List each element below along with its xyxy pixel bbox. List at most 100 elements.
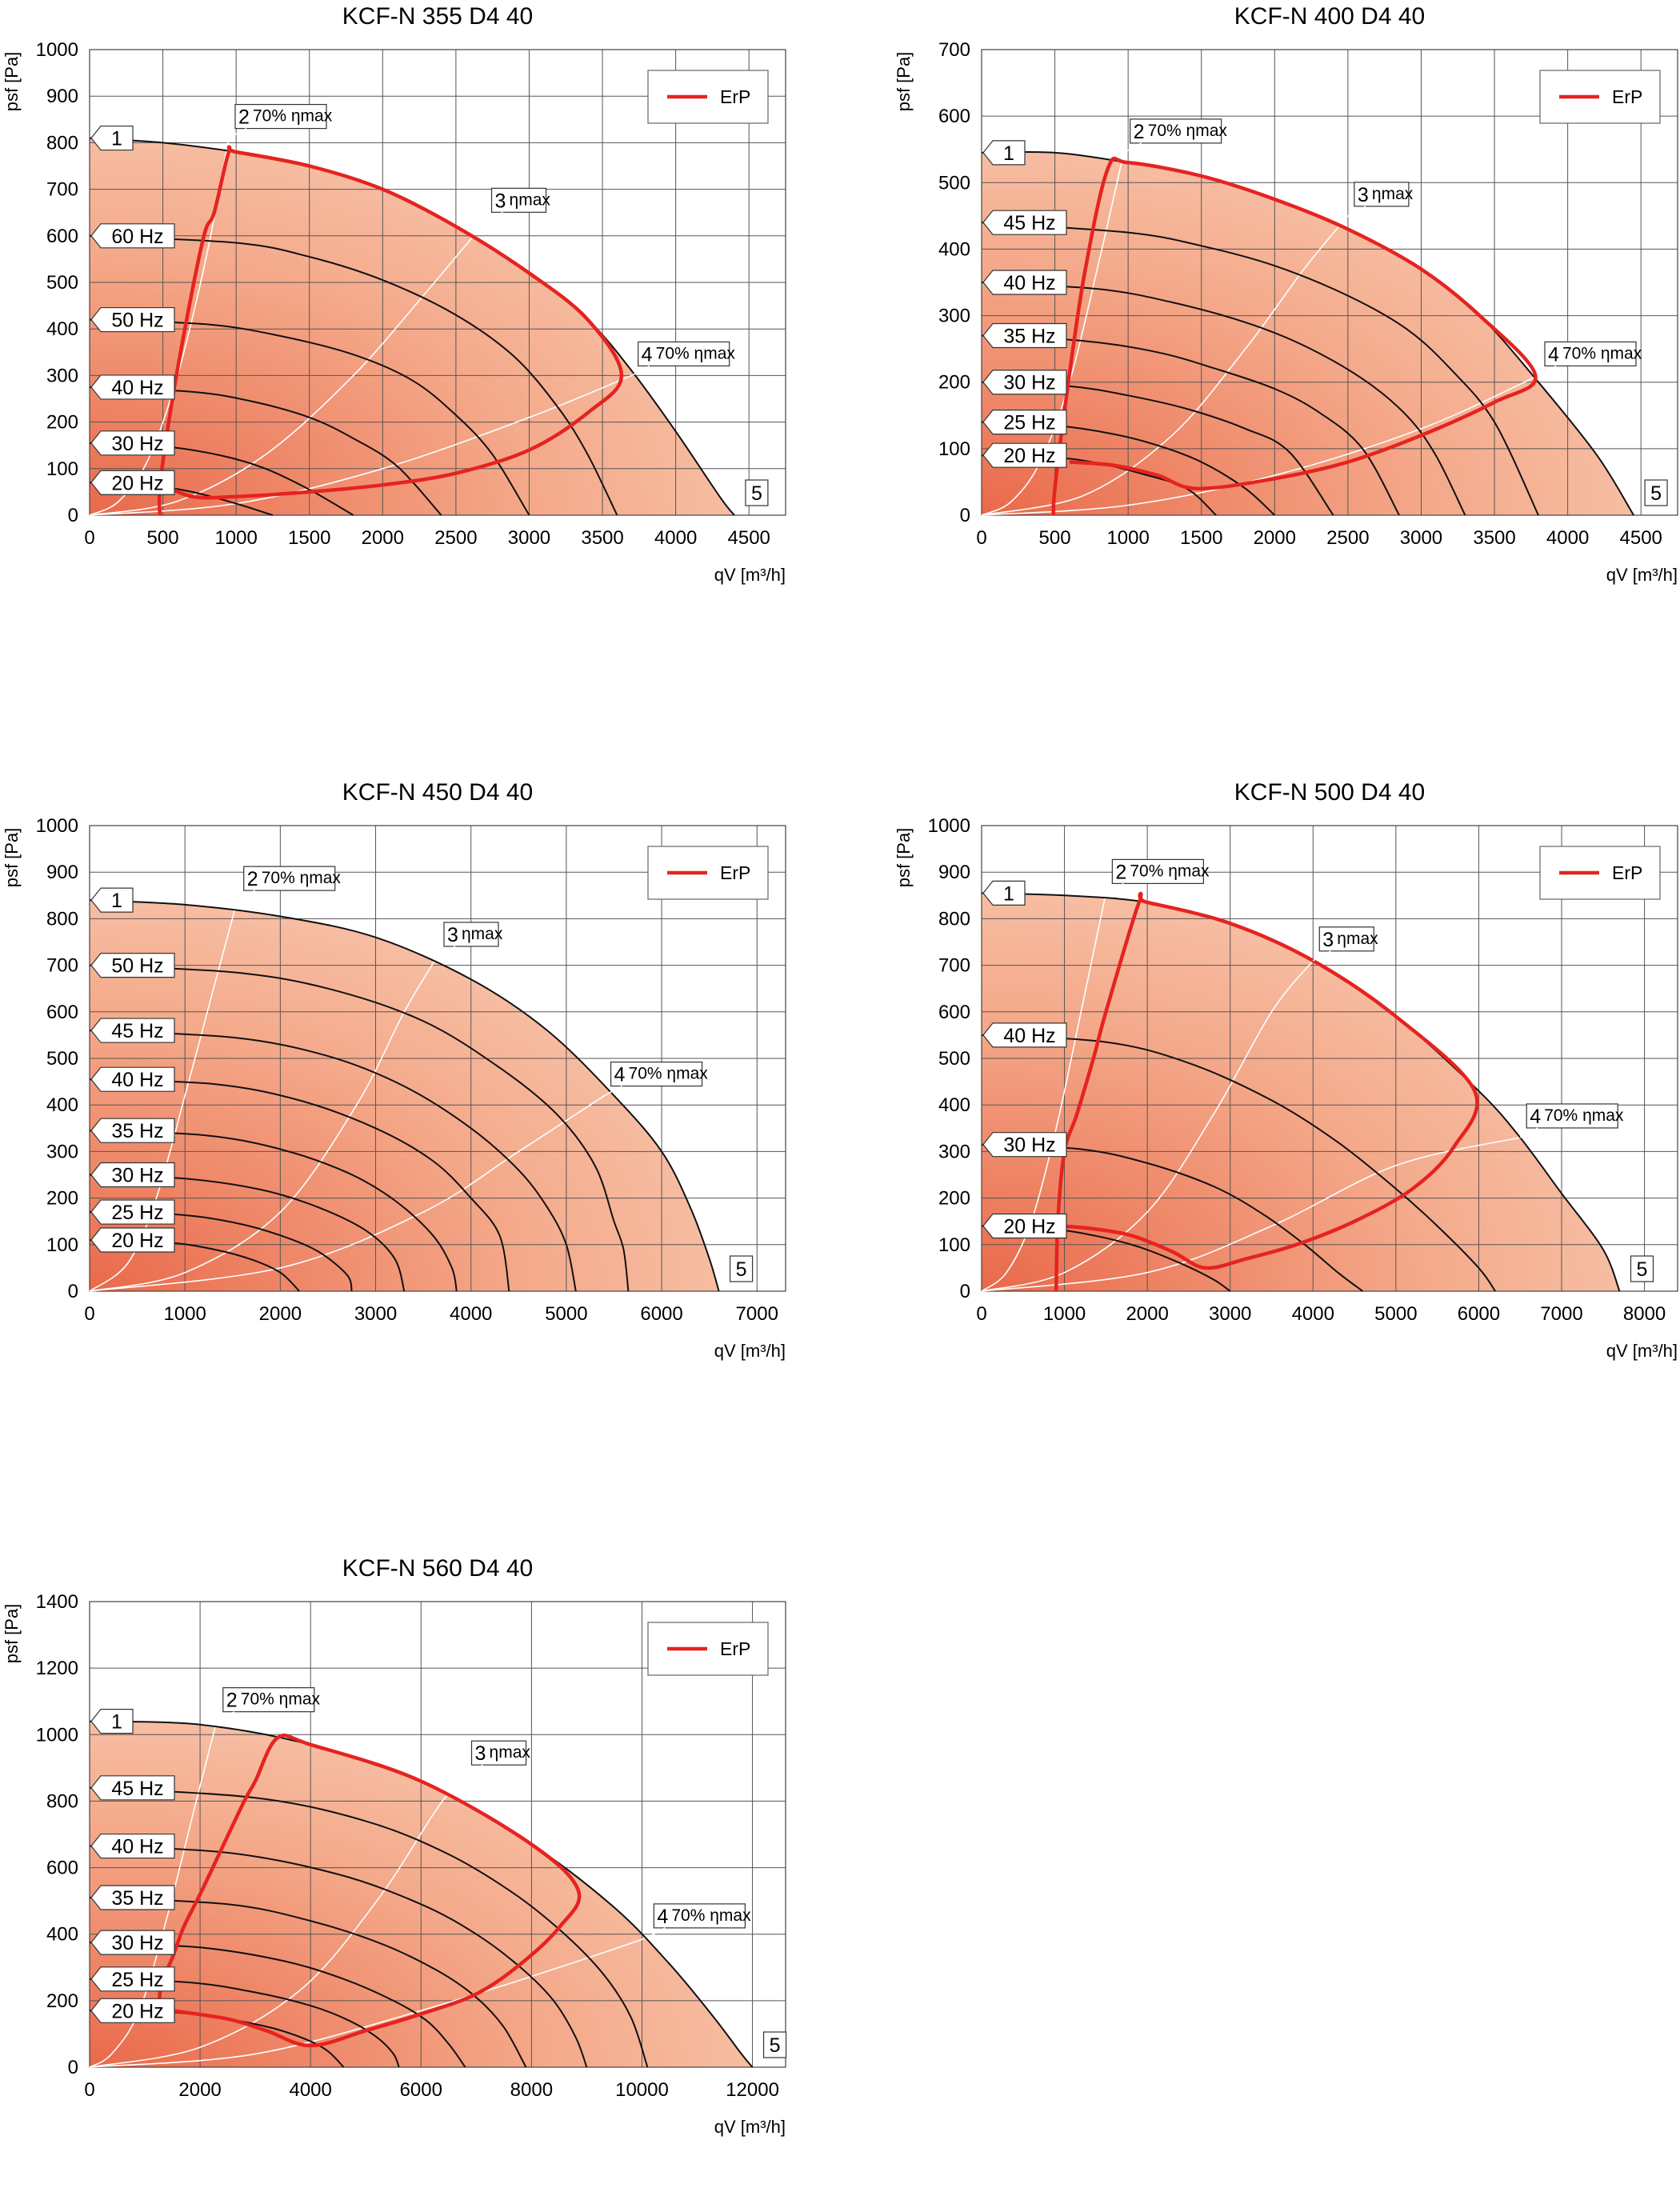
flag-50-hz: 50 Hz — [90, 953, 175, 978]
flag-label: 20 Hz — [111, 472, 163, 494]
chart-svg-355: KCF-N 355 D4 400 500 1000 1500 2000 2500 3000 3… — [2, 3, 786, 585]
x-axis-label: qV [m³/h] — [1606, 565, 1678, 585]
flag-45-hz: 45 Hz — [90, 1775, 175, 1801]
tag-number: 5 — [1650, 482, 1662, 505]
flag-25-hz: 25 Hz — [982, 410, 1067, 435]
curve-35-hz — [89, 1130, 458, 1292]
flag-label: 40 Hz — [111, 1069, 163, 1091]
flag-shape — [90, 1199, 175, 1225]
tag-text: 70% ηmax — [1130, 862, 1210, 880]
curve-25-hz — [89, 1978, 400, 2068]
curve-30-hz — [89, 1942, 466, 2068]
x-tick-label: 500 — [147, 527, 179, 549]
point-flag-1: 1 — [982, 880, 1026, 906]
y-tick-label: 100 — [938, 1234, 970, 1256]
system-line-3 — [981, 215, 1349, 516]
x-tick-label: 1000 — [1043, 1303, 1086, 1325]
tag-text: 70% ηmax — [656, 344, 736, 362]
flag-label: 50 Hz — [111, 955, 163, 978]
tag-box — [745, 479, 769, 506]
tag-number: 2 — [247, 868, 258, 890]
tag-leader — [1312, 950, 1331, 962]
y-tick-label: 400 — [938, 238, 970, 260]
flag-shape — [90, 1930, 175, 1955]
tag-number: 2 — [1134, 121, 1145, 143]
chart-title: KCF-N 400 D4 40 — [1234, 3, 1425, 30]
point-flag-1: 1 — [982, 140, 1026, 166]
flag-25-hz: 25 Hz — [90, 1199, 175, 1225]
tag-leader — [1347, 206, 1366, 217]
operating-area — [982, 893, 1620, 1291]
flag-shape — [90, 953, 175, 978]
flag-20-hz: 20 Hz — [982, 442, 1067, 468]
x-tick-label: 6000 — [640, 1303, 682, 1325]
flag-label: 1 — [111, 128, 122, 150]
tag-leader — [237, 890, 256, 901]
tag-text: ηmax — [462, 925, 503, 943]
x-tick-label: 5000 — [1374, 1303, 1417, 1325]
flag-shape — [90, 470, 175, 495]
flag-30-hz: 30 Hz — [90, 430, 175, 456]
y-tick-label: 200 — [938, 372, 970, 394]
x-tick-label: 2500 — [1326, 527, 1369, 549]
y-tick-label: 500 — [46, 272, 78, 294]
x-tick-label: 2000 — [1126, 1303, 1168, 1325]
tag-text: 70% ηmax — [671, 1906, 751, 1925]
x-tick-label: 12000 — [726, 2079, 779, 2101]
chart-svg-400: KCF-N 400 D4 400 500 1000 1500 2000 2500 3000 3… — [894, 3, 1678, 585]
tag-box — [1644, 479, 1668, 506]
curve-40-hz — [981, 282, 1466, 516]
flag-label: 1 — [111, 890, 122, 912]
point-tag-2: 2 70% ηmax — [216, 1687, 321, 1722]
x-tick-label: 7000 — [1540, 1303, 1582, 1325]
curve-45-hz — [89, 1030, 577, 1292]
plot-frame — [89, 49, 786, 516]
flag-20-hz: 20 Hz — [90, 1227, 175, 1253]
legend-label-erp: ErP — [1612, 862, 1642, 883]
flag-shape — [982, 140, 1026, 166]
y-axis-label: psf [Pa] — [894, 52, 914, 112]
tag-number: 5 — [770, 2034, 781, 2057]
flag-25-hz: 25 Hz — [90, 1966, 175, 1992]
curve-45-hz — [89, 1786, 649, 2068]
flag-shape — [982, 322, 1067, 349]
tag-text: ηmax — [510, 190, 551, 209]
tag-box — [443, 922, 499, 947]
curve-40-hz — [981, 1034, 1496, 1292]
flag-30-hz: 30 Hz — [90, 1162, 175, 1188]
x-tick-label: 8000 — [1623, 1303, 1666, 1325]
system-line-3 — [981, 960, 1314, 1292]
plot-frame — [89, 825, 786, 1292]
flag-35-hz: 35 Hz — [90, 1118, 175, 1143]
system-line-4 — [981, 1137, 1521, 1292]
y-tick-label: 200 — [938, 1188, 970, 1210]
point-flag-1: 1 — [90, 125, 134, 151]
flag-shape — [90, 1018, 175, 1043]
x-tick-label: 0 — [84, 2079, 94, 2101]
curve-35-hz — [89, 1897, 527, 2068]
x-tick-label: 500 — [1039, 527, 1071, 549]
tag-box — [1526, 1103, 1618, 1129]
y-tick-label: 0 — [68, 2057, 78, 2078]
flag-20-hz: 20 Hz — [982, 1213, 1067, 1239]
curve-40-hz — [89, 386, 442, 516]
flag-40-hz: 40 Hz — [90, 1066, 175, 1092]
x-tick-label: 4000 — [654, 527, 697, 549]
operating-area — [982, 151, 1634, 515]
y-tick-label: 0 — [960, 505, 970, 526]
point-tag-2: 2 70% ηmax — [1105, 858, 1210, 894]
legend-label-erp: ErP — [720, 86, 750, 107]
tag-leader — [1105, 882, 1124, 894]
flag-label: 40 Hz — [1003, 1025, 1055, 1047]
system-line-4 — [89, 1937, 648, 2068]
x-tick-label: 6000 — [1458, 1303, 1500, 1325]
legend-label-erp: ErP — [720, 1638, 750, 1659]
tag-number: 5 — [736, 1258, 747, 1281]
flag-label: 20 Hz — [111, 1230, 163, 1252]
x-axis-label: qV [m³/h] — [714, 2117, 786, 2137]
flag-label: 45 Hz — [1003, 212, 1055, 234]
y-axis-label: psf [Pa] — [2, 1604, 22, 1664]
chart-title: KCF-N 500 D4 40 — [1234, 779, 1425, 806]
flag-label: 1 — [111, 1711, 122, 1734]
tag-leader — [216, 1710, 235, 1722]
